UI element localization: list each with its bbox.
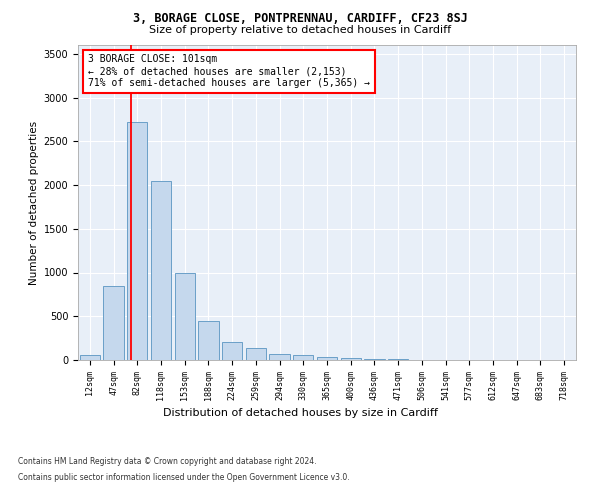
Bar — [127, 122, 148, 360]
Bar — [175, 272, 195, 360]
Bar — [222, 342, 242, 360]
Bar — [199, 320, 218, 360]
Text: 3, BORAGE CLOSE, PONTPRENNAU, CARDIFF, CF23 8SJ: 3, BORAGE CLOSE, PONTPRENNAU, CARDIFF, C… — [133, 12, 467, 26]
Bar — [246, 348, 266, 360]
Bar — [80, 355, 100, 360]
Bar — [364, 359, 385, 360]
Bar — [103, 286, 124, 360]
Bar — [317, 357, 337, 360]
Bar — [269, 354, 290, 360]
Bar — [293, 356, 313, 360]
Bar — [341, 358, 361, 360]
Text: Size of property relative to detached houses in Cardiff: Size of property relative to detached ho… — [149, 25, 451, 35]
Text: Contains HM Land Registry data © Crown copyright and database right 2024.: Contains HM Land Registry data © Crown c… — [18, 458, 317, 466]
Y-axis label: Number of detached properties: Number of detached properties — [29, 120, 40, 284]
Bar — [151, 180, 171, 360]
Text: Contains public sector information licensed under the Open Government Licence v3: Contains public sector information licen… — [18, 472, 350, 482]
Text: Distribution of detached houses by size in Cardiff: Distribution of detached houses by size … — [163, 408, 437, 418]
Text: 3 BORAGE CLOSE: 101sqm
← 28% of detached houses are smaller (2,153)
71% of semi-: 3 BORAGE CLOSE: 101sqm ← 28% of detached… — [88, 54, 370, 88]
